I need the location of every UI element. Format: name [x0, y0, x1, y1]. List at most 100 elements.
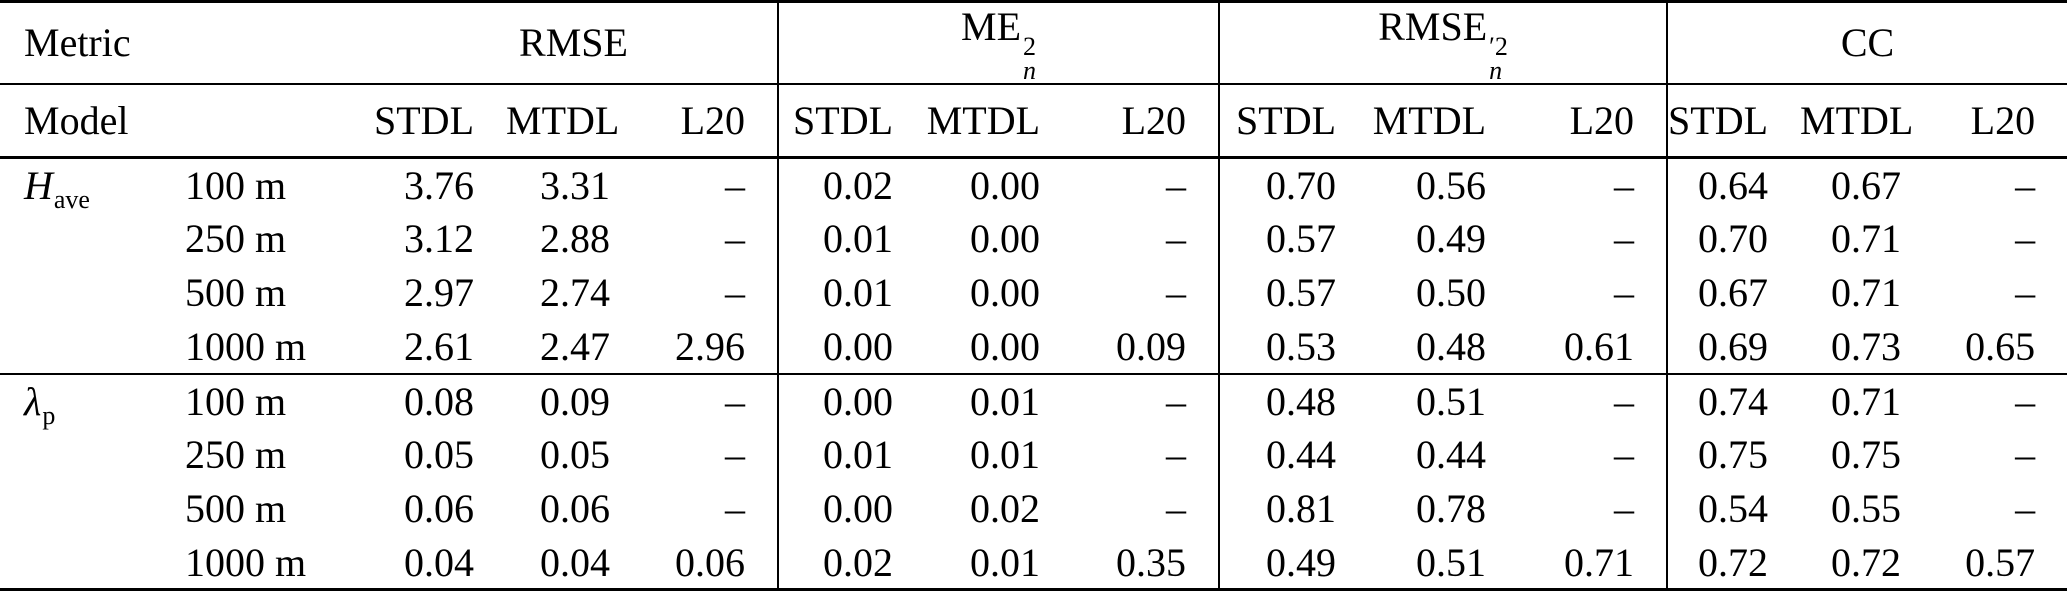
- cell-cc-l20: –: [2015, 270, 2036, 316]
- table-body: Have 100 m 3.76 3.31–0.02 0.00–0.70 0.56–0.64…: [0, 157, 2067, 590]
- subcol-cc-mtdl: MTDL: [1800, 83, 1934, 160]
- cell-me2n-mtdl: 0.00: [970, 163, 1041, 209]
- subcol-rmse-mtdl: MTDL: [506, 83, 642, 160]
- cell-rmse-mtdl: 0.04: [540, 539, 610, 585]
- subcol-cc-l20: L20: [1933, 83, 2067, 160]
- resolution-cell: 250 m: [185, 432, 287, 478]
- resolution-cell: 100 m: [185, 163, 287, 209]
- cell-cc-mtdl: 0.71: [1800, 372, 1934, 428]
- cell-me2n-mtdl: 0.00: [970, 216, 1041, 262]
- group-header-me2n: ME 2 n: [778, 1, 1221, 85]
- cell-cc-stdl: 0.72: [1698, 539, 1769, 585]
- subcol-rmse2n-l20: L20: [1518, 83, 1669, 160]
- cell-me2n-l20: –: [1072, 481, 1221, 536]
- cell-rmse-l20: –: [642, 211, 780, 266]
- cell-cc-stdl: 0.70: [1698, 216, 1769, 262]
- cell-me2n-l20: –: [1072, 427, 1221, 482]
- cell-me2n-l20: 0.35: [1072, 535, 1221, 590]
- table-row: 1000 m 2.61 2.47 2.96 0.00 0.00 0.09 0.53 0.48 0.…: [0, 319, 2067, 374]
- group-header-rmse: RMSE: [370, 1, 780, 85]
- cell-rmse2n-l20: –: [1518, 265, 1669, 320]
- cell-rmse-l20: –: [642, 372, 780, 428]
- cell-cc-mtdl: 0.71: [1831, 270, 1902, 316]
- cell-cc-stdl: 0.75: [1698, 432, 1769, 478]
- cell-rmse2n-l20: 0.61: [1518, 319, 1669, 374]
- group-title-cc: CC: [1840, 20, 1895, 66]
- cell-rmse-stdl: 0.05: [404, 432, 474, 478]
- resolution-cell: 500 m: [185, 270, 287, 316]
- cell-cc-mtdl: 0.73: [1831, 323, 1902, 369]
- cell-cc-mtdl: 0.71: [1831, 216, 1902, 262]
- cell-cc-l20: –: [1933, 372, 2067, 428]
- cell-cc-l20: –: [2015, 163, 2036, 209]
- table-row: Have 100 m 3.76 3.31–0.02 0.00–0.70 0.56–0.64…: [0, 157, 2067, 214]
- subheader-row: Model STDL MTDL L20 STDL MTDL L20 STDL M…: [0, 83, 2067, 160]
- cell-rmse2n-mtdl: 0.51: [1416, 539, 1487, 585]
- cell-rmse-mtdl: 0.06: [540, 486, 610, 532]
- cell-me2n-mtdl: 0.01: [925, 372, 1073, 428]
- cell-me2n-l20: –: [1072, 372, 1221, 428]
- cell-rmse2n-stdl: 0.57: [1266, 216, 1337, 262]
- cell-cc-mtdl: 0.75: [1831, 432, 1902, 478]
- resolution-cell: 500 m: [185, 486, 287, 532]
- cell-me2n-stdl: 0.00: [778, 372, 926, 428]
- cell-rmse2n-stdl: 0.48: [1219, 372, 1369, 428]
- cell-cc-mtdl: 0.72: [1831, 539, 1902, 585]
- cell-me2n-mtdl: 0.00: [970, 323, 1041, 369]
- cell-me2n-l20: –: [1072, 211, 1221, 266]
- cell-rmse-mtdl: 0.05: [540, 432, 610, 478]
- group-header-rmse2n: RMSE ′2 n: [1219, 1, 1669, 85]
- subcol-rmse-stdl: STDL: [370, 83, 506, 160]
- cell-me2n-stdl: 0.00: [823, 323, 894, 369]
- cell-rmse-l20: 0.06: [642, 535, 780, 590]
- cell-rmse-stdl: 0.08: [370, 372, 506, 428]
- subcol-rmse2n-stdl: STDL: [1219, 83, 1369, 160]
- cell-rmse-stdl: 0.04: [404, 539, 474, 585]
- resolution-cell: 1000 m: [185, 323, 307, 369]
- table-row: λp 100 m 0.08 0.09–0.00 0.01–0.48 0.51–0.74 0.…: [0, 372, 2067, 590]
- cell-rmse2n-l20: –: [1518, 427, 1669, 482]
- cell-rmse2n-l20: –: [1518, 157, 1669, 212]
- table-row: 1000 m 0.04 0.04 0.06 0.02 0.01 0.35 0.49 0.51 0.…: [0, 535, 2067, 590]
- cell-rmse2n-mtdl: 0.49: [1416, 216, 1487, 262]
- cell-me2n-stdl: 0.01: [823, 432, 894, 478]
- group-header-row: Metric RMSE ME 2 n RMSE ′2 n CC: [0, 1, 2067, 85]
- cell-rmse2n-stdl: 0.81: [1266, 486, 1337, 532]
- cell-rmse-l20: 2.96: [642, 319, 780, 374]
- cell-rmse-mtdl: 2.47: [540, 323, 610, 369]
- cell-rmse2n-mtdl: 0.51: [1368, 372, 1519, 428]
- metric-label-lambda-p: λp: [0, 372, 165, 590]
- cell-rmse2n-l20: 0.71: [1518, 535, 1669, 590]
- cell-rmse2n-mtdl: 0.50: [1416, 270, 1487, 316]
- cell-cc-stdl: 0.69: [1698, 323, 1769, 369]
- cell-cc-l20: 0.57: [1965, 539, 2036, 585]
- cell-rmse2n-stdl: 0.53: [1266, 323, 1337, 369]
- cell-cc-l20: 0.65: [1965, 323, 2036, 369]
- cell-cc-l20: –: [2015, 216, 2036, 262]
- cell-rmse2n-mtdl: 0.48: [1416, 323, 1487, 369]
- resolution-cell: 1000 m: [185, 539, 307, 585]
- cell-cc-mtdl: 0.67: [1831, 163, 1902, 209]
- subcol-me2n-l20: L20: [1072, 83, 1221, 160]
- cell-rmse-l20: –: [642, 157, 780, 212]
- model-header-label: Model: [0, 83, 370, 160]
- table-row: 500 m 0.06 0.06–0.00 0.02–0.81 0.78–0.54 0.55…: [0, 481, 2067, 536]
- cell-rmse2n-l20: –: [1518, 372, 1669, 428]
- subcol-rmse2n-mtdl: MTDL: [1368, 83, 1519, 160]
- table-row: 250 m 0.05 0.05–0.01 0.01–0.44 0.44–0.75 0.75…: [0, 427, 2067, 482]
- cell-rmse2n-l20: –: [1518, 211, 1669, 266]
- cell-rmse-mtdl: 2.88: [540, 216, 610, 262]
- table-row: 250 m 3.12 2.88–0.01 0.00–0.57 0.49–0.70 0.71…: [0, 211, 2067, 266]
- cell-me2n-mtdl: 0.02: [970, 486, 1041, 532]
- cell-rmse2n-mtdl: 0.56: [1416, 163, 1487, 209]
- cell-me2n-stdl: 0.00: [823, 486, 894, 532]
- table-row: 500 m 2.97 2.74–0.01 0.00–0.57 0.50–0.67 0.71…: [0, 265, 2067, 320]
- cell-rmse-mtdl: 0.09: [506, 372, 642, 428]
- cell-me2n-l20: –: [1072, 157, 1221, 212]
- cell-rmse-l20: –: [642, 481, 780, 536]
- cell-rmse-l20: –: [642, 265, 780, 320]
- cell-me2n-l20: –: [1072, 265, 1221, 320]
- cell-cc-l20: –: [2015, 486, 2036, 532]
- cell-me2n-l20: 0.09: [1072, 319, 1221, 374]
